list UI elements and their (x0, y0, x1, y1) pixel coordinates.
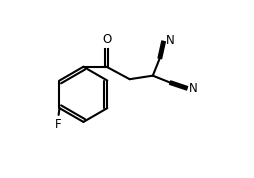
Text: O: O (102, 33, 111, 46)
Text: F: F (55, 118, 62, 131)
Text: N: N (189, 82, 198, 95)
Text: N: N (166, 33, 175, 47)
